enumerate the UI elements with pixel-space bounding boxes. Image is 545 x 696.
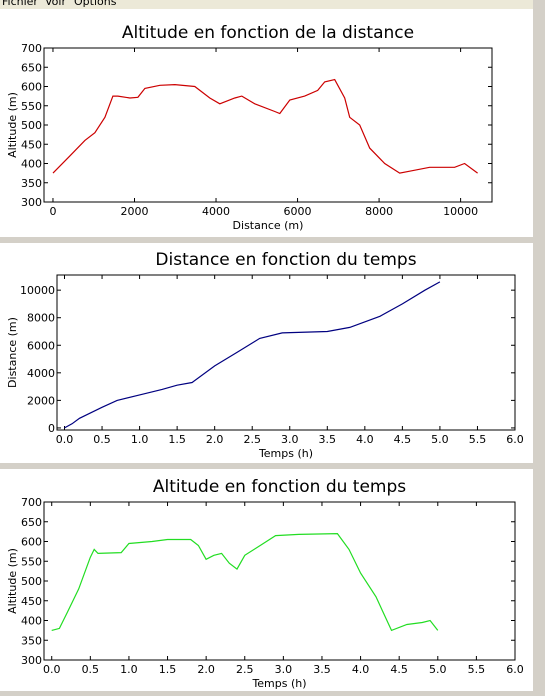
- x-tick-label: 3.5: [319, 433, 337, 446]
- y-tick-label: 700: [21, 496, 42, 509]
- plot-area: [56, 274, 516, 431]
- y-tick-label: 650: [21, 61, 42, 74]
- x-tick-label: 0.5: [82, 663, 100, 676]
- y-tick-label: 700: [21, 42, 42, 55]
- panel-background: [0, 9, 533, 237]
- x-tick-label: 4.0: [352, 663, 370, 676]
- x-tick-label: 1.0: [131, 433, 149, 446]
- y-tick-label: 300: [21, 654, 42, 667]
- x-tick-label: 4000: [202, 205, 230, 218]
- y-tick-label: 6000: [27, 339, 55, 352]
- x-axis-label: Temps (h): [251, 677, 306, 690]
- x-tick-label: 0.5: [93, 433, 111, 446]
- x-tick-label: 1.5: [168, 433, 186, 446]
- x-tick-label: 3.0: [281, 433, 299, 446]
- menu-item[interactable]: Fichier: [2, 0, 38, 8]
- x-tick-label: 4.5: [394, 433, 412, 446]
- x-tick-label: 2.0: [206, 433, 224, 446]
- y-tick-label: 600: [21, 536, 42, 549]
- x-axis-label: Temps (h): [258, 447, 313, 460]
- x-tick-label: 2000: [120, 205, 148, 218]
- x-tick-label: 4.0: [356, 433, 374, 446]
- y-tick-label: 450: [21, 138, 42, 151]
- y-axis-label: Altitude (m): [6, 92, 19, 158]
- x-tick-label: 0.0: [43, 663, 61, 676]
- x-tick-label: 6000: [284, 205, 312, 218]
- x-tick-label: 5.5: [468, 663, 486, 676]
- y-tick-label: 350: [21, 634, 42, 647]
- y-tick-label: 500: [21, 119, 42, 132]
- y-tick-label: 2000: [27, 394, 55, 407]
- y-tick-label: 8000: [27, 312, 55, 325]
- x-tick-label: 2.5: [236, 663, 254, 676]
- x-tick-label: 2.0: [197, 663, 215, 676]
- x-tick-label: 10000: [443, 205, 478, 218]
- x-tick-label: 3.5: [313, 663, 331, 676]
- menu-item[interactable]: Options: [74, 0, 117, 8]
- y-tick-label: 650: [21, 516, 42, 529]
- chart: Altitude en fonction de la distance 300 35…: [6, 23, 493, 232]
- y-tick-label: 500: [21, 575, 42, 588]
- x-tick-label: 1.5: [159, 663, 177, 676]
- menu-item[interactable]: Voir: [45, 0, 66, 8]
- chart-title: Altitude en fonction de la distance: [122, 23, 414, 43]
- y-tick-label: 0: [48, 422, 55, 435]
- y-tick-label: 300: [21, 196, 42, 209]
- data-line: [52, 78, 478, 174]
- y-tick-label: 10000: [20, 284, 55, 297]
- x-tick-label: 4.5: [390, 663, 408, 676]
- y-tick-label: 550: [21, 555, 42, 568]
- x-tick-label: 2.5: [243, 433, 261, 446]
- y-axis-label: Distance (m): [6, 317, 19, 388]
- x-axis-label: Distance (m): [233, 219, 304, 232]
- chart-title: Altitude en fonction du temps: [153, 477, 406, 497]
- x-tick-label: 3.0: [275, 663, 293, 676]
- y-tick-label: 4000: [27, 367, 55, 380]
- x-tick-label: 5.0: [429, 663, 447, 676]
- y-tick-label: 600: [21, 81, 42, 94]
- y-axis-label: Altitude (m): [6, 548, 19, 614]
- charts-frame: Altitude en fonction de la distance 300 35…: [0, 9, 533, 691]
- y-tick-label: 400: [21, 615, 42, 628]
- y-tick-label: 550: [21, 100, 42, 113]
- panel-background: [0, 243, 533, 463]
- x-tick-label: 1.0: [120, 663, 138, 676]
- x-tick-label: 5.5: [469, 433, 487, 446]
- x-tick-label: 0: [49, 205, 56, 218]
- y-tick-label: 400: [21, 158, 42, 171]
- x-tick-label: 6.0: [506, 663, 524, 676]
- y-tick-label: 350: [21, 177, 42, 190]
- x-tick-label: 6.0: [506, 433, 524, 446]
- x-tick-label: 8000: [365, 205, 393, 218]
- chart-title: Distance en fonction du temps: [155, 250, 416, 270]
- panel-background: [0, 469, 533, 691]
- x-tick-label: 0.0: [56, 433, 74, 446]
- y-tick-label: 450: [21, 595, 42, 608]
- data-line: [64, 281, 441, 429]
- data-line: [51, 532, 439, 632]
- menu-bar: Fichier Voir Options: [0, 0, 533, 9]
- x-tick-label: 5.0: [431, 433, 449, 446]
- chart: Distance en fonction du temps 0 2000 4000 60…: [6, 250, 524, 460]
- chart: Altitude en fonction du temps 300 350 400 45…: [6, 477, 524, 690]
